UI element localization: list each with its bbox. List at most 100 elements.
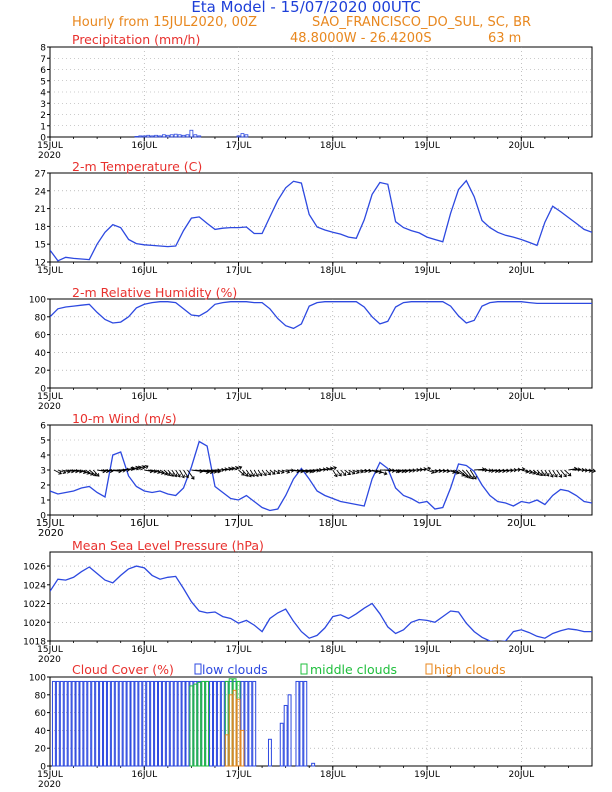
rh-year-label: 2020 <box>38 402 61 412</box>
wind-vector <box>430 469 438 473</box>
panel-rh: 0 20 40 60 80 100 15JUL 16JUL 17JUL 18JUL 19JUL 20J… <box>29 285 593 412</box>
cloud-bar-low <box>67 680 72 767</box>
precip-bar <box>244 134 249 138</box>
wind-vector <box>230 466 239 471</box>
mslp-xtick-label: 18JUL <box>320 645 346 655</box>
mslp-xtick-label: 15JUL <box>37 645 63 655</box>
wind-vector <box>360 469 368 472</box>
wind-vector-head <box>442 468 447 473</box>
temp-series-line <box>50 179 592 262</box>
legend-middle-swatch <box>300 663 308 675</box>
wind-vector <box>57 469 66 474</box>
mslp-year-label: 2020 <box>38 655 61 665</box>
temp-xtick-label: 15JUL <box>37 266 63 276</box>
cloud-bar-high <box>236 698 241 767</box>
wind-year-label: 2020 <box>38 528 63 539</box>
wind-vector-head <box>505 468 510 473</box>
precip-bar <box>138 135 143 138</box>
wind-vector <box>528 469 536 475</box>
precip-bar <box>134 136 139 138</box>
legend-low-label: low clouds <box>202 662 268 677</box>
cloud-ytick-label: 60 <box>35 709 47 719</box>
wind-vector <box>434 469 442 472</box>
panel-mslp: 1018 1020 1022 1024 1026 15JUL 16JUL 17JUL 18JUL… <box>23 538 593 665</box>
wind-vector-head <box>153 469 158 474</box>
wind-vector-head <box>102 468 107 474</box>
precip-xtick-label: 17JUL <box>226 141 252 151</box>
wind-vector <box>238 469 245 476</box>
wind-vector <box>336 469 342 477</box>
wind-vector <box>348 469 356 475</box>
cloud-bar-low <box>252 680 257 767</box>
mslp-xtick-label: 16JUL <box>131 645 157 655</box>
cloud-bar-low <box>138 680 143 767</box>
cloud-bar-low <box>303 680 308 767</box>
wind-vector-head <box>408 468 413 473</box>
rh-ytick-label: 20 <box>35 367 47 377</box>
mslp-xtick-label: 17JUL <box>226 645 252 655</box>
wind-vector-head <box>241 472 245 476</box>
wind-vector <box>450 469 460 474</box>
cloud-bar-low <box>279 722 284 767</box>
wind-vector <box>501 469 509 472</box>
wind-vector-head <box>276 470 281 475</box>
cloud-bar-low <box>283 704 288 767</box>
cloud-ytick-label: 80 <box>35 691 47 701</box>
precip-bar <box>165 134 170 138</box>
mslp-xtick-label: 20JUL <box>508 645 534 655</box>
cloud-bar-low <box>99 680 104 767</box>
wind-vector <box>368 469 378 473</box>
wind-vector <box>552 469 558 478</box>
wind-ytick-label: 1 <box>40 497 46 507</box>
cloud-ytick-label: 20 <box>35 745 47 755</box>
wind-series-line <box>50 440 592 512</box>
wind-vector <box>187 469 195 480</box>
rh-ytick-label: 0 <box>40 385 46 395</box>
wind-vector <box>391 469 401 472</box>
wind-vector <box>517 468 525 471</box>
wind-vector-head <box>351 470 356 475</box>
wind-vector <box>328 467 337 471</box>
wind-vector <box>226 467 235 471</box>
cloud-bar-low <box>130 680 135 767</box>
wind-vector <box>356 469 364 473</box>
wind-ytick-label: 3 <box>40 467 46 477</box>
wind-vector <box>301 469 313 473</box>
cloud-bar-low <box>295 680 300 767</box>
wind-vector <box>469 469 477 480</box>
cloud-bar-low <box>134 680 139 767</box>
cloud-bar-low <box>220 680 225 767</box>
wind-vector-head <box>592 468 597 473</box>
mslp-ytick-label: 1022 <box>23 600 46 610</box>
rh-xtick-label: 20JUL <box>508 392 534 402</box>
cloud-bar-low <box>142 680 147 767</box>
wind-vector-head <box>135 465 140 470</box>
precip-bar <box>161 134 166 138</box>
wind-vector <box>465 469 474 480</box>
wind-vector-head <box>271 471 276 475</box>
wind-vector-head <box>58 470 62 475</box>
rh-xtick-label: 16JUL <box>131 392 157 402</box>
cloud-bar-low <box>103 680 107 767</box>
precip-bar <box>150 135 155 138</box>
cloud-xtick-label: 15JUL <box>37 770 63 780</box>
wind-vector <box>163 469 171 476</box>
wind-vector <box>399 469 408 472</box>
wind-vector <box>269 469 276 475</box>
wind-vector-head <box>563 473 567 478</box>
wind-vector <box>462 469 471 479</box>
rh-xtick-label: 17JUL <box>226 392 252 402</box>
precip-bar <box>177 134 182 138</box>
temp-xtick-label: 20JUL <box>508 266 534 276</box>
station-coords: 48.8000W - 26.4200S <box>290 31 432 46</box>
mslp-series-line <box>50 565 592 641</box>
wind-vector-head <box>347 471 351 475</box>
wind-vector <box>203 469 217 473</box>
precip-ytick-label: 8 <box>40 44 46 54</box>
wind-vector-head <box>258 472 263 477</box>
wind-vector <box>371 469 382 473</box>
wind-vector <box>521 469 529 473</box>
wind-vector <box>293 469 304 473</box>
wind-vector-head <box>470 475 474 480</box>
wind-title: 10-m Wind (m/s) <box>72 411 177 426</box>
